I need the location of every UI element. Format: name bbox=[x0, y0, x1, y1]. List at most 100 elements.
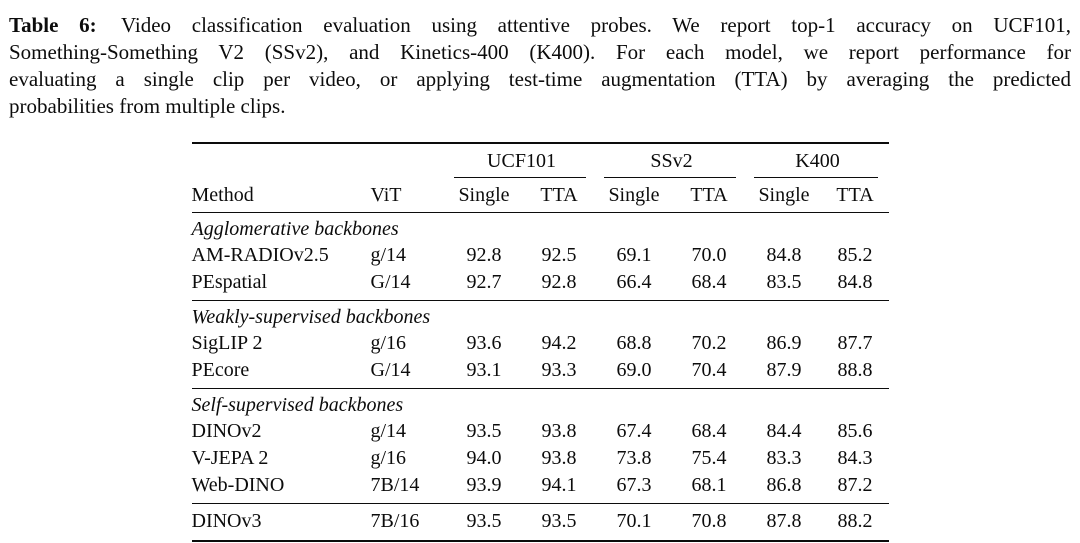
value-cell: 93.9 bbox=[466, 474, 502, 496]
method-cell: V-JEPA 2 bbox=[191, 447, 269, 469]
value-cell: 93.5 bbox=[521, 503, 597, 541]
table-row: DINOv3 7B/16 93.5 93.5 70.1 70.8 87.8 88.2 bbox=[191, 503, 889, 541]
vit-cell: g/14 bbox=[370, 244, 407, 266]
value-cell: 73.8 bbox=[616, 447, 652, 469]
value-cell: 93.3 bbox=[541, 359, 577, 381]
value-cell: 75.4 bbox=[691, 447, 727, 469]
value-cell: 93.8 bbox=[541, 447, 577, 469]
vit-cell: 7B/14 bbox=[370, 474, 420, 496]
value-cell: 84.8 bbox=[766, 244, 802, 266]
vit-cell: 7B/16 bbox=[370, 503, 447, 541]
method-cell: AM-RADIOv2.5 bbox=[191, 244, 329, 266]
value-cell: 88.2 bbox=[821, 503, 889, 541]
vit-cell: g/16 bbox=[370, 447, 407, 469]
table-caption: Table 6: Video classification evaluation… bbox=[0, 12, 1080, 120]
value-cell: 84.3 bbox=[837, 447, 873, 469]
value-cell: 87.9 bbox=[766, 359, 802, 381]
method-cell: Web-DINO bbox=[191, 474, 285, 496]
table-body: Agglomerative backbones AM-RADIOv2.5 g/14 9… bbox=[191, 213, 889, 541]
col-header-tta: TTA bbox=[521, 178, 597, 213]
value-cell: 84.4 bbox=[766, 420, 802, 442]
value-cell: 69.0 bbox=[616, 359, 652, 381]
table-row: V-JEPA 2 g/16 94.0 93.8 73.8 75.4 83.3 84.3 bbox=[192, 445, 889, 472]
col-header-vit: ViT bbox=[370, 178, 447, 213]
value-cell: 85.6 bbox=[837, 420, 873, 442]
group-header-k400: K400 bbox=[747, 143, 889, 178]
method-cell: DINOv2 bbox=[191, 420, 262, 442]
value-cell: 70.4 bbox=[691, 359, 727, 381]
table-row: DINOv2 g/14 93.5 93.8 67.4 68.4 84.4 85.6 bbox=[192, 418, 889, 445]
group-header-row: UCF101 SSv2 K400 bbox=[192, 143, 889, 178]
col-header-tta: TTA bbox=[671, 178, 747, 213]
value-cell: 94.2 bbox=[541, 332, 577, 354]
group-header-ssv2: SSv2 bbox=[597, 143, 747, 178]
value-cell: 86.8 bbox=[766, 474, 802, 496]
section-title: Weakly-supervised backbones bbox=[191, 300, 889, 330]
value-cell: 92.5 bbox=[541, 244, 577, 266]
method-cell: SigLIP 2 bbox=[191, 332, 263, 354]
value-cell: 66.4 bbox=[616, 271, 652, 293]
value-cell: 87.2 bbox=[837, 474, 873, 496]
method-cell: PEcore bbox=[191, 359, 250, 381]
vit-cell: g/16 bbox=[370, 332, 407, 354]
column-header-row: Method ViT Single TTA Single TTA Single … bbox=[191, 178, 889, 213]
caption-line: evaluating a single clip per video, or a… bbox=[9, 67, 1071, 91]
value-cell: 68.8 bbox=[616, 332, 652, 354]
method-cell: PEspatial bbox=[191, 271, 268, 293]
value-cell: 92.8 bbox=[466, 244, 502, 266]
vit-cell: G/14 bbox=[370, 359, 411, 381]
value-cell: 88.8 bbox=[837, 359, 873, 381]
value-cell: 93.1 bbox=[466, 359, 502, 381]
col-header-method: Method bbox=[191, 178, 371, 213]
value-cell: 70.8 bbox=[671, 503, 747, 541]
value-cell: 92.7 bbox=[466, 271, 502, 293]
section-title-row: Self-supervised backbones bbox=[191, 388, 889, 418]
value-cell: 70.2 bbox=[691, 332, 727, 354]
value-cell: 94.1 bbox=[541, 474, 577, 496]
value-cell: 68.1 bbox=[691, 474, 727, 496]
value-cell: 93.6 bbox=[466, 332, 502, 354]
group-header-spacer bbox=[192, 143, 447, 178]
caption-text: Video classification evaluation using at… bbox=[120, 13, 1071, 37]
value-cell: 69.1 bbox=[616, 244, 652, 266]
vit-cell: g/14 bbox=[370, 420, 407, 442]
section-title-row: Agglomerative backbones bbox=[192, 213, 889, 243]
value-cell: 83.3 bbox=[766, 447, 802, 469]
group-header-ucf101: UCF101 bbox=[447, 143, 597, 178]
section-title-row: Weakly-supervised backbones bbox=[191, 300, 889, 330]
value-cell: 87.8 bbox=[746, 503, 822, 541]
value-cell: 94.0 bbox=[466, 447, 502, 469]
caption-line: probabilities from multiple clips. bbox=[9, 94, 286, 118]
value-cell: 68.4 bbox=[691, 271, 727, 293]
caption-line: Table 6: Video classification evaluation… bbox=[9, 12, 1071, 39]
col-header-single: Single bbox=[746, 178, 822, 213]
section-title: Agglomerative backbones bbox=[191, 218, 399, 240]
table-row: SigLIP 2 g/16 93.6 94.2 68.8 70.2 86.9 87.7 bbox=[192, 330, 889, 357]
value-cell: 87.7 bbox=[837, 332, 873, 354]
value-cell: 83.5 bbox=[766, 271, 802, 293]
value-cell: 67.4 bbox=[616, 420, 652, 442]
value-cell: 86.9 bbox=[766, 332, 802, 354]
value-cell: 68.4 bbox=[691, 420, 727, 442]
value-cell: 67.3 bbox=[616, 474, 652, 496]
table-row: AM-RADIOv2.5 g/14 92.8 92.5 69.1 70.0 84.8 85.2 bbox=[192, 242, 889, 269]
value-cell: 93.5 bbox=[446, 503, 522, 541]
method-cell: DINOv3 bbox=[191, 503, 371, 541]
vit-cell: G/14 bbox=[370, 271, 411, 293]
value-cell: 70.0 bbox=[691, 244, 727, 266]
table-row: Web-DINO 7B/14 93.9 94.1 67.3 68.1 86.8 87.2 bbox=[192, 472, 889, 504]
section-title: Self-supervised backbones bbox=[191, 388, 889, 418]
value-cell: 85.2 bbox=[837, 244, 873, 266]
caption-label: Table 6: bbox=[9, 13, 97, 37]
value-cell: 84.8 bbox=[837, 271, 873, 293]
results-table: UCF101 SSv2 K400 Method ViT Single TTA S… bbox=[191, 142, 889, 542]
value-cell: 93.5 bbox=[466, 420, 502, 442]
value-cell: 93.8 bbox=[541, 420, 577, 442]
value-cell: 92.8 bbox=[541, 271, 577, 293]
col-header-tta: TTA bbox=[821, 178, 889, 213]
table-row: PEcore G/14 93.1 93.3 69.0 70.4 87.9 88.8 bbox=[192, 357, 889, 389]
caption-line: Something-Something V2 (SSv2), and Kinet… bbox=[9, 40, 1071, 64]
value-cell: 70.1 bbox=[596, 503, 672, 541]
table-row: PEspatial G/14 92.7 92.8 66.4 68.4 83.5 84.8 bbox=[192, 269, 889, 301]
